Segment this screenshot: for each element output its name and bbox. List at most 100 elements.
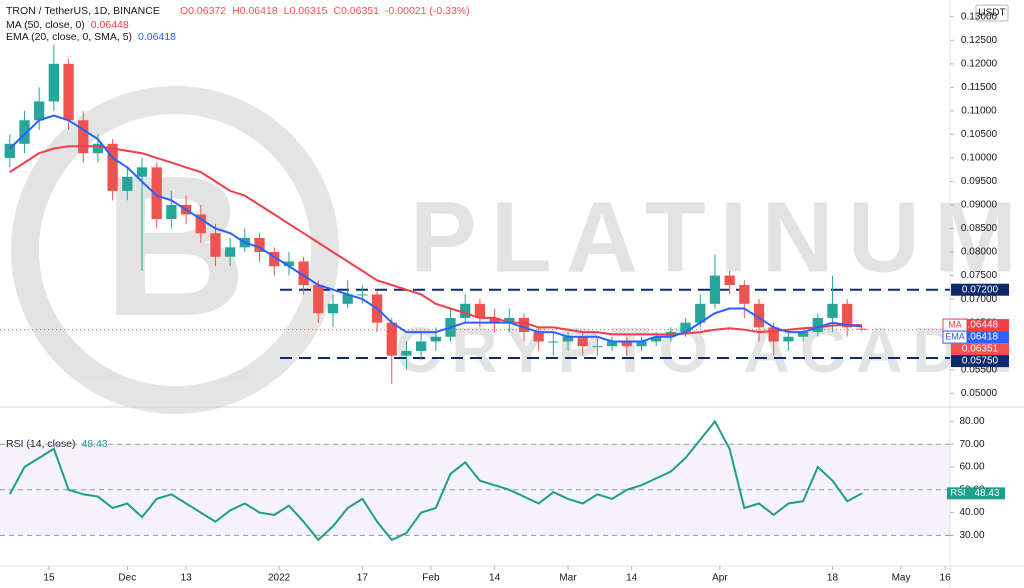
y-tick-label: 0.11000 [961, 106, 997, 117]
indicator-line [9, 114, 863, 343]
candle-body [709, 275, 721, 304]
rsi-tag-label: 48.43 [974, 488, 999, 499]
candle-body [254, 237, 265, 253]
watermark-text: PLATINUM [410, 181, 1024, 293]
y-tick-label: 0.10500 [961, 129, 998, 140]
candle-body [19, 120, 30, 144]
price-tag [951, 343, 1009, 356]
x-tick-label: Feb [422, 573, 440, 584]
y-tick-label: 0.09000 [961, 200, 998, 211]
svg-text:B: B [103, 135, 247, 358]
candle-body [283, 261, 295, 267]
candle-body [797, 332, 809, 337]
candle-body [753, 303, 765, 328]
candle-body [592, 346, 603, 348]
candle-body [225, 247, 236, 257]
tag-name: MA [948, 319, 962, 329]
candle-body [63, 63, 74, 121]
candle-body [504, 317, 515, 323]
candle-body [474, 303, 486, 318]
candle-body [739, 285, 750, 304]
candle-body [783, 336, 794, 342]
y-tick-label: 30.00 [959, 530, 984, 541]
candle-body [856, 328, 867, 330]
currency: USDT [978, 8, 1005, 19]
candle-body [136, 167, 148, 177]
x-tick-label: 15 [43, 573, 55, 584]
rsi-name: RSI [950, 488, 965, 498]
y-tick-label: 0.09500 [961, 176, 998, 187]
x-tick-label: Dec [118, 573, 136, 584]
candle-body [695, 303, 706, 323]
y-tick-label: 0.11500 [961, 82, 997, 93]
x-tick-label: 2022 [268, 573, 291, 584]
indicator-line [9, 145, 862, 336]
indicator-value: 0.06418 [138, 31, 176, 43]
y-tick-label: 60.00 [959, 462, 984, 473]
candle-body [269, 252, 280, 267]
price-tag [951, 355, 1009, 368]
x-tick-label: Mar [559, 573, 577, 584]
x-tick-label: May [892, 573, 911, 584]
rsi-line [8, 419, 863, 542]
price-tag [951, 283, 1009, 296]
candle-body [122, 176, 133, 191]
price-tag-label: 0.05750 [962, 356, 999, 367]
y-tick-label: 0.10000 [961, 153, 998, 164]
candle-body [415, 341, 427, 351]
candle-body [195, 214, 206, 234]
candle-body [313, 285, 324, 314]
y-tick-label: 0.08500 [961, 223, 998, 234]
y-tick-label: 0.08000 [961, 247, 998, 258]
candle-body [78, 120, 89, 154]
price-tag-label: 0.06351 [962, 344, 999, 355]
indicator-legend: EMA (20, close, 0, SMA, 5) [6, 31, 132, 43]
candle-body [357, 294, 368, 296]
ohlc-value: C0.06351 [333, 5, 379, 17]
candle-body [842, 303, 853, 328]
symbol-title: TRON / TetherUS, 1D, BINANCE [6, 5, 160, 17]
candle-body [548, 341, 559, 343]
candle-body [151, 167, 162, 220]
rsi-tag [969, 487, 1005, 500]
ohlc-value: -0.00021 (-0.33%) [385, 5, 470, 17]
rsi-name-box [947, 487, 969, 500]
candle-body [342, 294, 353, 304]
candle-body [636, 341, 647, 347]
candle-body [606, 341, 618, 347]
x-tick-label: 17 [357, 573, 369, 584]
y-tick-label: 0.05500 [961, 364, 998, 375]
ohlc-value: L0.06315 [284, 5, 328, 17]
candle-body [827, 303, 838, 318]
x-tick-label: 13 [181, 573, 193, 584]
ohlc-value: H0.06418 [232, 5, 278, 17]
x-tick-label: 14 [626, 573, 638, 584]
price-tag-label: 0.07200 [962, 284, 999, 295]
indicator-legend: MA (50, close, 0) [6, 19, 85, 31]
candle-body [533, 332, 544, 342]
candle-body [386, 322, 397, 356]
y-tick-label: 0.13000 [961, 11, 998, 22]
rsi-band [0, 444, 950, 536]
candle-body [34, 101, 45, 121]
x-tick-label: 14 [489, 573, 501, 584]
price-tag-label: 0.06418 [962, 332, 999, 343]
candle-body [298, 261, 309, 285]
ohlc-value: O0.06372 [180, 5, 226, 17]
x-tick-label: 18 [827, 573, 839, 584]
candle-body [401, 350, 412, 356]
candle-body [210, 233, 221, 257]
candle-body [430, 336, 441, 342]
candle-body [812, 317, 823, 333]
tag-name: EMA [945, 331, 965, 341]
candle-body [166, 205, 177, 220]
candle-body [92, 143, 104, 154]
y-tick-label: 0.05000 [961, 388, 998, 399]
candle-body [4, 143, 15, 158]
y-tick-label: 0.07500 [961, 270, 998, 281]
candle-body [680, 322, 691, 333]
candle-body [651, 336, 662, 342]
candle-body [562, 336, 574, 342]
y-tick-label: 80.00 [959, 416, 984, 427]
